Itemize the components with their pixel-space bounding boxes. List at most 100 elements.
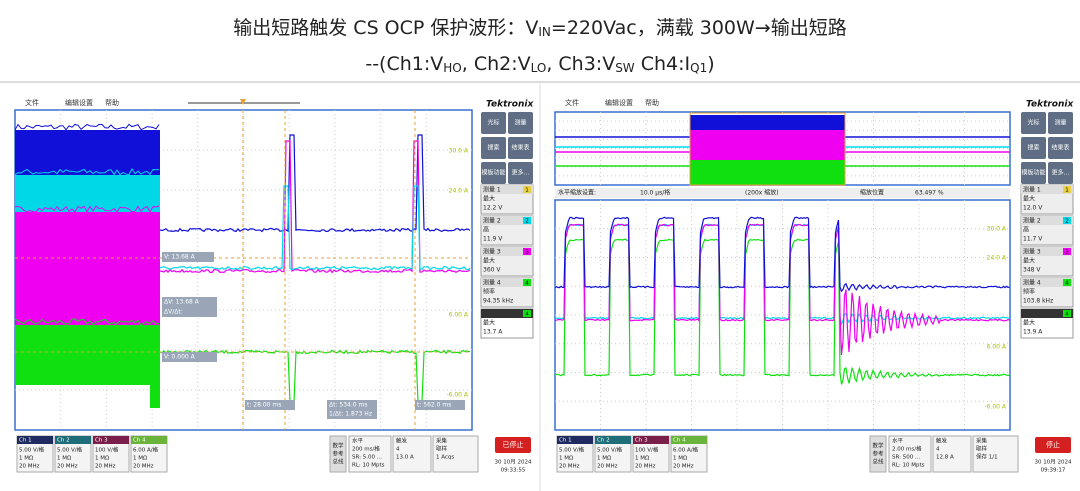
horizontal-sr: SR: 5.00 ... <box>352 455 382 461</box>
side-button-label: 光标 <box>487 119 499 127</box>
channel-badge-label: 4 <box>525 312 529 318</box>
waveform-block <box>15 175 160 212</box>
subscript: SW <box>615 61 635 75</box>
channel-name: Ch 2 <box>57 438 70 444</box>
waveform-block <box>15 130 160 175</box>
side-button-label: 结果表 <box>1051 144 1069 152</box>
channel-header <box>671 436 707 444</box>
measurement-value: 12.0 V <box>1023 205 1043 212</box>
trigger-source: 4 <box>396 447 400 453</box>
channel-header <box>17 436 53 444</box>
title-text: --(Ch1:V <box>365 53 443 75</box>
side-button[interactable] <box>481 137 506 159</box>
channel-scale: 5.00 V/格 <box>57 446 83 454</box>
menu-button[interactable] <box>329 435 347 473</box>
channel-badge-label: 3 <box>1065 250 1069 256</box>
side-button[interactable] <box>1021 112 1046 134</box>
cursor-readout-box <box>162 252 214 262</box>
channel-badge-label: 4 <box>1065 312 1069 318</box>
menu-button-label: 数学 <box>872 442 884 450</box>
channel-scale: 5.00 V/格 <box>597 446 623 454</box>
channel-scale: 5.00 V/格 <box>559 446 585 454</box>
title-text: Ch4:I <box>635 53 690 75</box>
side-button[interactable] <box>1048 112 1073 134</box>
menu-button-label: 总线 <box>872 458 884 466</box>
side-button-label: 模板功能 <box>481 169 505 177</box>
side-button[interactable] <box>508 162 533 184</box>
acquisition-mode: 取样 <box>436 445 448 453</box>
channel-impedance: 1 MΩ <box>57 456 71 462</box>
measurement-type: 最大 <box>483 257 495 265</box>
measurement-value: 348 V <box>1023 267 1041 274</box>
zoom-bar <box>555 188 1010 198</box>
menu-button-label: 参考 <box>332 450 344 458</box>
side-button[interactable] <box>1021 137 1046 159</box>
zoom-position: 63.497 % <box>915 190 944 197</box>
measurement-header <box>481 247 533 256</box>
acquisition-count: 保存 1/1 <box>976 453 998 461</box>
measurement-label: 测量 2 <box>483 217 501 225</box>
measurement-label: 测量 2 <box>1023 217 1041 225</box>
side-button[interactable] <box>508 112 533 134</box>
channel-bandwidth: 20 MHz <box>19 464 40 470</box>
menu-item: 帮助 <box>105 98 119 107</box>
cursor-readout-box <box>162 352 217 362</box>
channel-header <box>633 436 669 444</box>
channel-header <box>595 436 631 444</box>
side-button[interactable] <box>1048 137 1073 159</box>
side-button[interactable] <box>481 162 506 184</box>
zoom-position-title: 缩放位置 <box>860 189 884 197</box>
status-label: 停止 <box>1046 440 1060 449</box>
horizontal-sr: SR: 500 ... <box>892 455 920 461</box>
side-button[interactable] <box>508 137 533 159</box>
menu-item: 文件 <box>25 98 39 107</box>
waveform-block <box>15 212 160 325</box>
title-text: 输出短路触发 CS OCP 保护波形：V <box>233 17 538 39</box>
measurement-header <box>481 278 533 287</box>
measurement-value: 11.7 V <box>1023 236 1043 243</box>
channel-badge <box>1063 279 1071 286</box>
channel-bandwidth: 20 MHz <box>133 464 154 470</box>
horizontal-box <box>888 435 932 473</box>
waveform <box>14 123 160 131</box>
waveform-block <box>690 160 845 185</box>
waveform <box>14 318 160 326</box>
trigger-marker <box>240 99 246 105</box>
horizontal-rl: RL: 10 Mpts <box>892 463 925 469</box>
measurement-label: 测量 1 <box>483 186 501 194</box>
axis-label: 30.0 A <box>449 148 469 155</box>
channel-badge-label: 1 <box>1065 188 1069 194</box>
channel-bandwidth: 20 MHz <box>559 464 580 470</box>
acquisition-title: 采集 <box>976 437 988 445</box>
cursor-readout-box <box>415 400 465 410</box>
channel-bandwidth: 20 MHz <box>635 464 656 470</box>
waveform <box>159 185 471 271</box>
channel-name: Ch 1 <box>559 438 572 444</box>
trigger-level: 13.0 A <box>396 455 414 461</box>
cursor-readout-box <box>327 409 377 419</box>
axis-label: 6.00 A <box>449 312 469 319</box>
side-button-label: 搜索 <box>1027 144 1039 152</box>
cursor-readout-box <box>327 400 377 410</box>
status-button[interactable] <box>1035 437 1071 453</box>
channel-badge <box>1063 310 1071 317</box>
title-line: --(Ch1:VHO, Ch2:VLO, Ch3:VSW Ch4:IQ1) <box>365 53 714 75</box>
status-button[interactable] <box>495 437 531 453</box>
menu-item: 编辑设置 <box>65 98 93 107</box>
side-button-label: 测量 <box>514 119 526 127</box>
side-button-label: 搜索 <box>487 144 499 152</box>
measurement-label: 测量 4 <box>483 279 501 287</box>
horizontal-rl: RL: 10 Mpts <box>352 463 385 469</box>
side-button[interactable] <box>1048 162 1073 184</box>
title-text: ) <box>707 53 714 75</box>
cursor-readout: Δt: 534.0 ms <box>329 402 367 409</box>
side-button[interactable] <box>1021 162 1046 184</box>
waveform <box>14 205 160 213</box>
axis-label: -6.00 A <box>446 392 468 399</box>
side-button[interactable] <box>481 112 506 134</box>
waveform <box>159 134 471 233</box>
menu-button[interactable] <box>869 435 887 473</box>
cursor-readout: ΔV/Δt: <box>164 309 183 316</box>
menu-button-label: 参考 <box>872 450 884 458</box>
